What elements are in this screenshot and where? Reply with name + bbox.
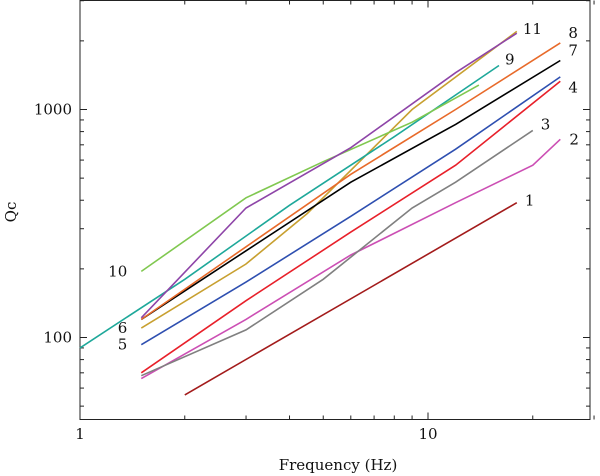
series-line-9 <box>79 64 500 349</box>
series-label-2: 2 <box>569 130 579 148</box>
series-line-6 <box>140 30 518 329</box>
axis-ticks: 1 10 100 1000 <box>34 0 595 443</box>
series-line-7 <box>140 59 561 321</box>
series-label-11: 11 <box>523 20 542 38</box>
series-label-8: 8 <box>568 24 578 42</box>
series-label-7: 7 <box>568 42 578 60</box>
x-tick-label: 1 <box>75 425 85 443</box>
x-axis-title: Frequency (Hz) <box>279 456 398 474</box>
series-label-9: 9 <box>505 50 515 68</box>
series-lines <box>79 30 561 396</box>
y-axis-title: Qc <box>2 202 20 223</box>
series-line-1 <box>184 202 518 396</box>
series-label-4: 4 <box>568 78 578 96</box>
series-line-4 <box>140 80 561 374</box>
plot-frame <box>79 0 591 420</box>
series-labels: 1 23 4 56 78 9 10 11 <box>108 20 579 353</box>
series-label-10: 10 <box>108 262 127 280</box>
series-label-5: 5 <box>118 336 128 354</box>
series-line-3 <box>140 129 534 377</box>
series-line-5 <box>140 76 561 346</box>
series-line-10 <box>140 84 480 273</box>
series-line-8 <box>140 42 561 321</box>
y-tick-label: 100 <box>43 329 72 347</box>
series-label-1: 1 <box>525 192 535 210</box>
series-line-11 <box>140 32 518 319</box>
y-tick-label: 1000 <box>34 101 72 119</box>
series-label-3: 3 <box>541 115 551 133</box>
series-line-2 <box>140 138 561 380</box>
x-tick-label: 10 <box>418 425 437 443</box>
series-label-6: 6 <box>118 319 128 337</box>
